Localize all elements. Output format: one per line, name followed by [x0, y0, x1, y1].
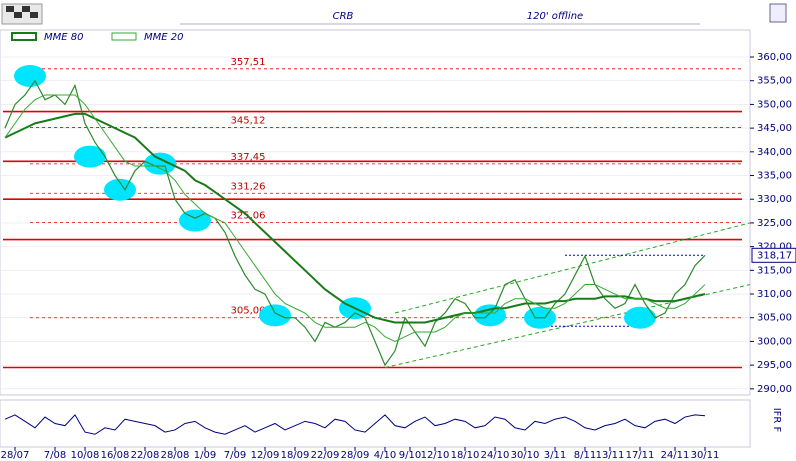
level-label: 345,12: [231, 116, 266, 127]
legend-swatch: [111, 32, 137, 41]
x-tick-label: 7/08: [44, 450, 66, 461]
x-tick-label: 4/10: [374, 450, 396, 461]
y-tick-label: 290,00: [757, 384, 792, 395]
x-tick-label: 18/10: [451, 450, 480, 461]
series-line: [4, 414, 706, 435]
x-tick-label: 17/11: [626, 450, 655, 461]
y-tick-label: 345,00: [757, 123, 792, 134]
series-line: [4, 79, 706, 367]
y-tick-label: 325,00: [757, 218, 792, 229]
y-tick-label: 315,00: [757, 265, 792, 276]
x-tick-label: 12/09: [251, 450, 280, 461]
logo: [1, 3, 43, 25]
plot-area: [0, 29, 751, 396]
x-tick-label: 30/10: [511, 450, 540, 461]
last-value-label: 318,17: [757, 250, 792, 261]
x-tick-label: 3/11: [544, 450, 566, 461]
y-tick-label: 320,00: [757, 242, 792, 253]
y-tick-label: 330,00: [757, 194, 792, 205]
highlight: [144, 152, 176, 175]
series-line: [4, 94, 706, 342]
level-label: 305,00: [231, 306, 266, 317]
y-tick-label: 305,00: [757, 313, 792, 324]
y-tick-label: 350,00: [757, 99, 792, 110]
x-tick-label: 7/09: [224, 450, 246, 461]
chart-subtitle: 120' offline: [527, 11, 583, 22]
legend-label: MME 20: [144, 32, 183, 43]
x-tick-label: 12/10: [421, 450, 450, 461]
highlight: [74, 145, 106, 168]
x-tick-label: 24/11: [661, 450, 690, 461]
x-tick-label: 10/08: [71, 450, 100, 461]
x-tick-label: 28/09: [341, 450, 370, 461]
level-label: 337,45: [231, 152, 266, 163]
x-tick-label: 22/08: [131, 450, 160, 461]
highlight: [624, 306, 656, 329]
x-tick-label: 1/09: [194, 450, 216, 461]
y-tick-label: 300,00: [757, 336, 792, 347]
y-tick-label: 310,00: [757, 289, 792, 300]
window-button[interactable]: [769, 3, 787, 23]
x-tick-label: 8/11: [574, 450, 596, 461]
x-tick-label: 13/11: [596, 450, 625, 461]
oscillator-label: IFR F: [771, 408, 782, 433]
y-tick-label: 360,00: [757, 52, 792, 63]
series-line: [4, 112, 706, 324]
x-tick-label: 22/09: [311, 450, 340, 461]
chart-title: CRB: [333, 11, 354, 22]
level-label: 331,26: [231, 181, 266, 192]
legend-label: MME 80: [44, 32, 83, 43]
last-value-box: [751, 247, 796, 263]
y-tick-label: 340,00: [757, 147, 792, 158]
trendline: [394, 222, 751, 314]
x-tick-label: 24/10: [481, 450, 510, 461]
legend-swatch: [11, 32, 37, 41]
x-tick-label: 16/08: [101, 450, 130, 461]
level-label: 357,51: [231, 57, 266, 68]
x-tick-label: 9/10: [399, 450, 421, 461]
x-tick-label: 30/11: [691, 450, 720, 461]
x-tick-label: 28/07: [1, 450, 30, 461]
y-tick-label: 295,00: [757, 360, 792, 371]
x-tick-label: 28/08: [161, 450, 190, 461]
highlight: [14, 64, 46, 87]
highlight: [259, 304, 291, 327]
x-tick-label: 18/09: [281, 450, 310, 461]
y-tick-label: 335,00: [757, 171, 792, 182]
highlight: [179, 209, 211, 232]
y-tick-label: 355,00: [757, 76, 792, 87]
